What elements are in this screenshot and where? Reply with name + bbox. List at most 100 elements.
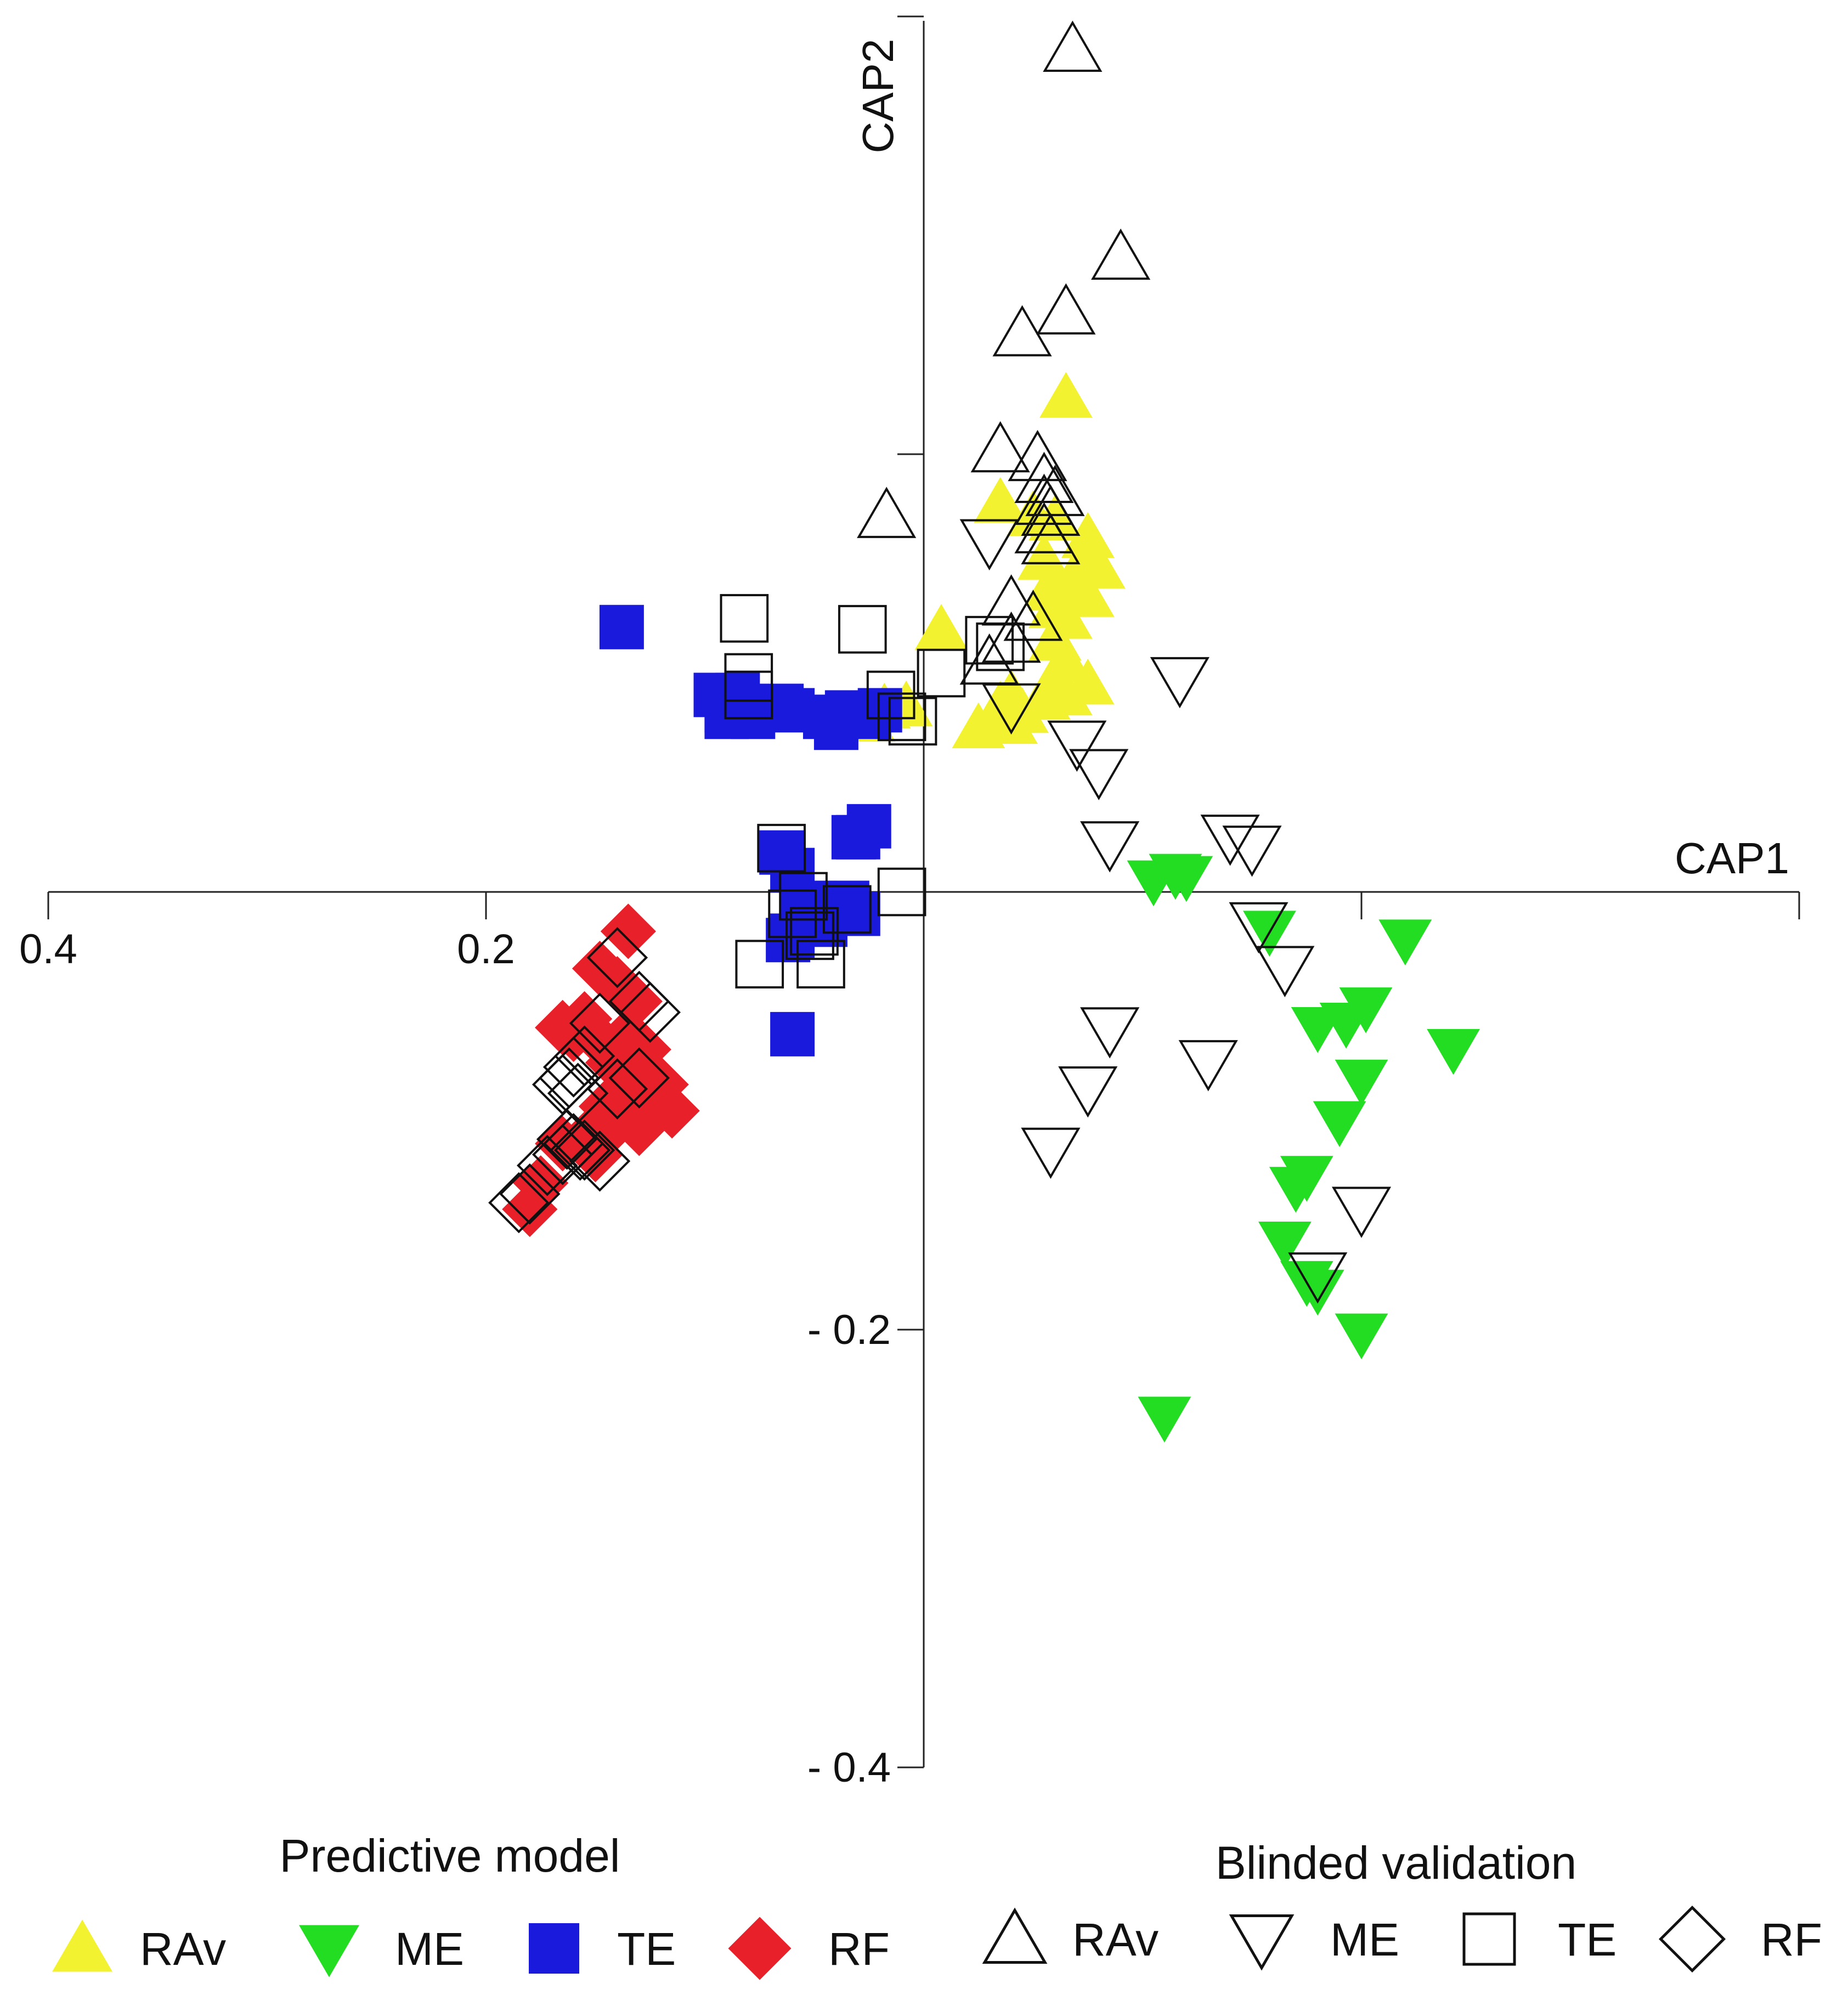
- legend-label-te: TE: [1558, 1914, 1617, 1965]
- data-point: [1025, 465, 1085, 516]
- data-point: [976, 622, 1025, 671]
- data-point: [586, 1058, 648, 1120]
- data-point: [796, 940, 845, 988]
- data-point: [1014, 451, 1074, 503]
- data-point: [1043, 20, 1103, 72]
- data-point: [1378, 919, 1432, 965]
- x-tick-label: 0.4: [19, 926, 77, 973]
- data-point: [488, 1172, 550, 1234]
- data-point: [619, 981, 681, 1043]
- legend-marker-rav: [52, 1919, 112, 1972]
- data-point: [569, 992, 631, 1054]
- series-blinded-validation-rf: [488, 926, 681, 1234]
- y-tick-label: - 0.4: [807, 1744, 891, 1791]
- series-blinded-validation-te: [720, 594, 1025, 988]
- legend-label-rf: RF: [1761, 1914, 1822, 1965]
- data-point: [779, 872, 828, 921]
- legend-marker-rav: [982, 1907, 1048, 1964]
- data-point: [1288, 1252, 1348, 1304]
- data-point: [720, 594, 769, 643]
- y-tick-label: - 0.2: [807, 1307, 891, 1353]
- data-point: [724, 670, 773, 720]
- data-point: [1160, 856, 1213, 902]
- data-point: [1178, 1040, 1238, 1092]
- data-point: [803, 902, 847, 947]
- data-point: [959, 519, 1019, 570]
- data-point: [608, 1047, 670, 1109]
- data-point: [1021, 484, 1081, 536]
- data-point: [1258, 1222, 1312, 1268]
- data-point: [970, 421, 1030, 473]
- data-point: [914, 604, 968, 650]
- legend-label-rav: RAv: [140, 1923, 226, 1975]
- data-point: [516, 1135, 578, 1196]
- data-point: [1229, 902, 1288, 954]
- data-point: [974, 477, 1027, 523]
- legend-marker-te: [1462, 1912, 1516, 1966]
- data-point: [877, 867, 926, 917]
- legend-title-predictive: Predictive model: [280, 1830, 620, 1881]
- y-axis-title: CAP2: [854, 39, 902, 154]
- data-point: [1024, 560, 1077, 606]
- legend-marker-me: [299, 1925, 359, 1977]
- data-point: [735, 940, 784, 988]
- x-tick-label: 0.2: [457, 926, 515, 973]
- data-point: [888, 697, 937, 746]
- data-point: [1080, 821, 1140, 873]
- data-point: [1069, 749, 1129, 800]
- series-predictive-model-me: [1127, 854, 1480, 1443]
- data-point: [1335, 1059, 1388, 1106]
- data-point: [599, 604, 644, 649]
- data-point: [569, 1131, 631, 1192]
- data-points: [488, 20, 1480, 1443]
- data-point: [790, 907, 839, 956]
- data-point: [846, 804, 891, 849]
- data-point: [981, 683, 1041, 735]
- data-point: [1091, 228, 1151, 280]
- data-point: [1255, 946, 1315, 997]
- series-predictive-model-te: [599, 604, 902, 1056]
- legend-label-me: ME: [395, 1923, 464, 1975]
- data-point: [1313, 1101, 1366, 1148]
- data-point: [542, 1036, 604, 1098]
- data-point: [785, 911, 834, 960]
- data-point: [1335, 1313, 1388, 1360]
- legend-label-me: ME: [1330, 1914, 1399, 1965]
- data-point: [1222, 826, 1282, 877]
- data-point: [1008, 430, 1067, 482]
- data-point: [1058, 1066, 1118, 1118]
- data-point: [757, 823, 806, 873]
- data-point: [1028, 582, 1082, 628]
- data-point: [502, 1181, 558, 1237]
- legend-title-blinded: Blinded validation: [1216, 1837, 1576, 1889]
- legend: Predictive model Blinded validation RAv M…: [52, 1830, 1822, 1980]
- data-point: [965, 615, 1014, 665]
- legend-items: RAv ME TE RF RAv ME TE RF: [52, 1905, 1822, 1980]
- legend-label-rav: RAv: [1072, 1914, 1158, 1965]
- data-point: [866, 670, 915, 720]
- legend-label-rf: RF: [828, 1923, 890, 1975]
- data-point: [1150, 657, 1210, 709]
- data-point: [1021, 1127, 1081, 1179]
- legend-marker-rf: [1658, 1905, 1726, 1973]
- data-point: [974, 680, 1027, 727]
- data-point: [1138, 1397, 1191, 1443]
- data-point: [917, 648, 966, 698]
- data-point: [567, 1127, 624, 1183]
- data-point: [1427, 1029, 1480, 1075]
- data-point: [838, 604, 887, 654]
- legend-marker-rf: [728, 1917, 792, 1980]
- data-point: [549, 1120, 611, 1181]
- data-point: [553, 1120, 615, 1181]
- data-point: [1269, 1167, 1323, 1213]
- data-point: [1080, 1007, 1140, 1059]
- data-point: [600, 903, 656, 959]
- data-point: [1003, 589, 1063, 641]
- data-point: [499, 1163, 561, 1225]
- legend-marker-te: [529, 1923, 579, 1974]
- data-point: [770, 1012, 815, 1056]
- data-point: [981, 611, 1041, 663]
- data-point: [1047, 720, 1107, 772]
- data-point: [1021, 513, 1081, 564]
